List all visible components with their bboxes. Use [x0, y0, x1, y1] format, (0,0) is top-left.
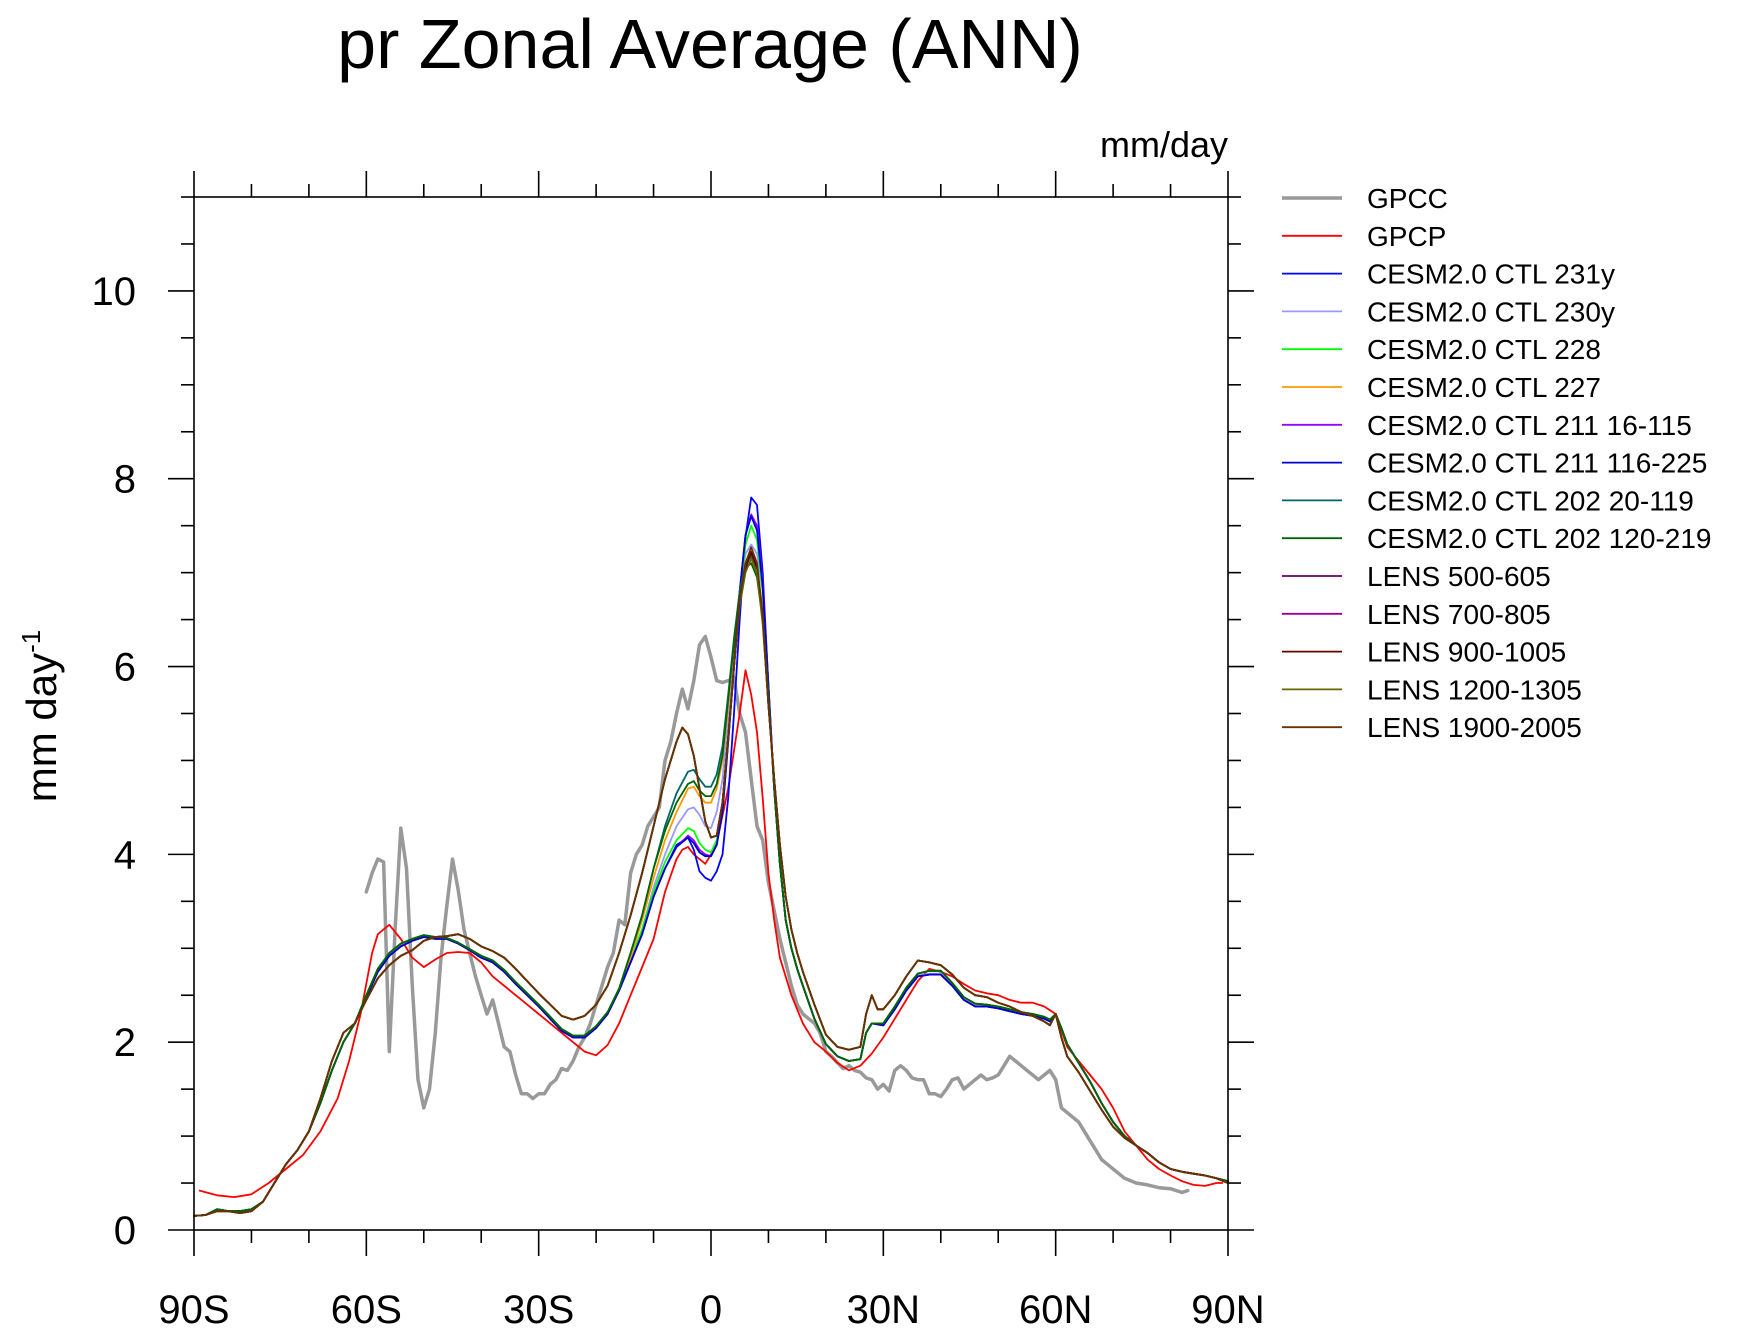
legend-label: LENS 700-805: [1367, 599, 1551, 630]
series-line: [193, 513, 1229, 1217]
series-line: [198, 669, 1224, 1198]
y-axis-label: mm day-1: [16, 630, 65, 802]
legend-label: GPCP: [1367, 221, 1446, 252]
plot-frame: [193, 196, 1229, 1231]
legend: GPCC GPCP CESM2.0 CTL 231y CESM2.0 CTL 230y…: [1282, 183, 1712, 743]
series-line: [364, 634, 1190, 1195]
x-tick-label: 30N: [847, 1288, 920, 1332]
x-tick-label: 60S: [331, 1288, 402, 1332]
axis-ticks: [168, 171, 1254, 1256]
chart-title: pr Zonal Average (ANN): [337, 5, 1083, 83]
legend-label: LENS 500-605: [1367, 561, 1551, 592]
legend-label: LENS 1900-2005: [1367, 712, 1582, 743]
legend-label: CESM2.0 CTL 211 116-225: [1367, 448, 1707, 479]
x-tick-label: 30S: [503, 1288, 574, 1332]
x-tick-label: 0: [700, 1288, 722, 1332]
legend-label: CESM2.0 CTL 211 16-115: [1367, 410, 1692, 441]
legend-label: CESM2.0 CTL 202 20-119: [1367, 485, 1694, 516]
series-line: [193, 562, 1229, 1217]
y-tick-label: 4: [114, 833, 136, 877]
series-line: [193, 524, 1229, 1217]
series-layer: [193, 496, 1229, 1217]
y-tick-label: 2: [114, 1021, 136, 1065]
legend-label: CESM2.0 CTL 202 120-219: [1367, 523, 1712, 554]
series-line: [193, 515, 1229, 1217]
legend-label: LENS 1200-1305: [1367, 674, 1582, 705]
y-tick-label: 10: [92, 270, 137, 314]
legend-label: GPCC: [1367, 183, 1448, 214]
y-axis-title: mm day-1: [16, 630, 65, 802]
axis-tick-labels: 90S 60S 30S 0 30N 60N 90N 0 2 4 6 8 10: [92, 270, 1265, 1332]
legend-label: CESM2.0 CTL 227: [1367, 372, 1601, 403]
legend-label: CESM2.0 CTL 230y: [1367, 296, 1615, 327]
y-tick-label: 0: [114, 1209, 136, 1253]
y-tick-label: 8: [114, 458, 136, 502]
y-axis-label-text: mm day: [18, 653, 65, 802]
series-line: [193, 546, 1229, 1217]
legend-label: CESM2.0 CTL 228: [1367, 334, 1601, 365]
legend-label: CESM2.0 CTL 231y: [1367, 259, 1615, 290]
y-tick-label: 6: [114, 646, 136, 690]
legend-label: LENS 900-1005: [1367, 637, 1566, 668]
units-label: mm/day: [1100, 124, 1228, 165]
x-tick-label: 60N: [1019, 1288, 1092, 1332]
x-tick-label: 90N: [1191, 1288, 1264, 1332]
x-tick-label: 90S: [158, 1288, 229, 1332]
y-axis-label-superscript: -1: [16, 630, 46, 653]
